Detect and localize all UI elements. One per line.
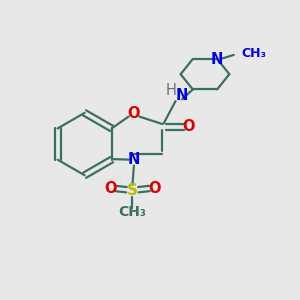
Text: O: O (104, 181, 116, 196)
Text: N: N (175, 88, 188, 103)
Text: N: N (128, 152, 140, 167)
Text: O: O (128, 106, 140, 121)
Text: CH₃: CH₃ (118, 205, 146, 219)
Text: O: O (148, 181, 161, 196)
Text: N: N (211, 52, 224, 67)
Text: H: H (166, 83, 176, 98)
Text: S: S (127, 183, 138, 198)
Text: O: O (183, 119, 195, 134)
Text: CH₃: CH₃ (242, 47, 267, 60)
